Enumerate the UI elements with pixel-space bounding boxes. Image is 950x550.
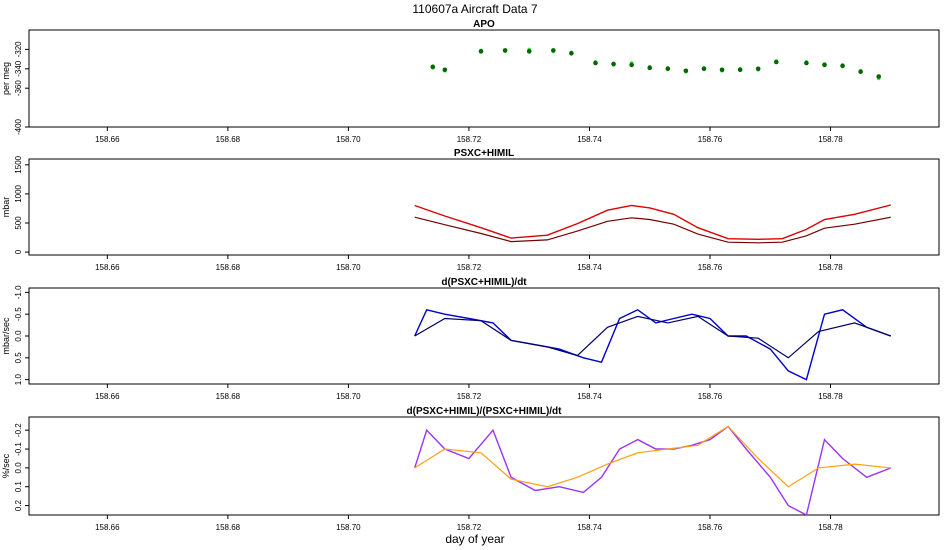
y-tick-label: 1500: [14, 155, 23, 173]
x-tick-label: 158.72: [457, 135, 482, 144]
y-tick-label: 0.5: [14, 352, 23, 364]
x-tick-label: 158.68: [216, 263, 241, 272]
plot-area: [430, 47, 882, 81]
panel-1: APO per meg 158.66 158.68 158.70 158.72 158.74…: [1, 19, 940, 144]
panel-title: APO: [473, 19, 495, 30]
data-point: [755, 66, 761, 72]
data-point: [737, 67, 743, 73]
x-tick-label: 158.78: [818, 263, 843, 272]
panel-frame: [28, 416, 940, 516]
x-tick-label: 158.76: [698, 523, 723, 532]
data-point: [569, 50, 574, 56]
x-tick-label: 158.72: [457, 523, 482, 532]
y-tick-label: 500: [14, 216, 23, 230]
x-tick-label: 158.78: [818, 523, 843, 532]
x-tick-label: 158.74: [577, 523, 602, 532]
series-line: [414, 315, 892, 359]
data-point: [442, 67, 448, 73]
y-tick-label: 1000: [14, 184, 23, 202]
x-tick-label: 158.66: [95, 135, 120, 144]
panel-y-axis-label: per meg: [1, 62, 11, 95]
plot-area: [414, 308, 892, 381]
x-tick-label: 158.66: [95, 392, 120, 401]
y-tick-label: -360: [14, 80, 23, 97]
x-tick-label: 158.76: [698, 263, 723, 272]
panel-title: d(PSXC+HIMIL)/dt: [441, 277, 527, 288]
series-line: [414, 308, 892, 381]
panel-3: d(PSXC+HIMIL)/dt mbar/sec 158.66 158.68 158.…: [1, 277, 940, 401]
data-point: [683, 68, 689, 74]
y-tick-label: -400: [14, 118, 23, 135]
data-point: [665, 66, 671, 72]
data-point: [629, 62, 634, 68]
y-tick-label: -0.1: [14, 442, 23, 456]
x-tick-label: 158.74: [577, 392, 602, 401]
x-tick-label: 158.74: [577, 263, 602, 272]
panel-y-axis-label: %/sec: [1, 453, 11, 478]
panel-2: PSXC+HIMIL mbar 158.66 158.68 158.70 158.72 15…: [1, 148, 940, 272]
data-point: [858, 69, 863, 75]
x-tick-label: 158.68: [216, 392, 241, 401]
panel-frame: [28, 287, 940, 385]
data-point: [593, 60, 598, 66]
panel-y-axis-label: mbar/sec: [1, 317, 11, 355]
data-point: [840, 63, 845, 69]
plot-area: [414, 204, 891, 244]
data-point: [719, 67, 725, 73]
x-tick-label: 158.70: [336, 263, 361, 272]
figure-title: 110607a Aircraft Data 7: [412, 2, 538, 16]
data-point: [502, 48, 508, 53]
data-point: [701, 66, 707, 72]
y-tick-label: 0.1: [14, 481, 23, 493]
data-point: [430, 64, 436, 70]
data-point: [773, 59, 779, 65]
x-tick-label: 158.78: [818, 135, 843, 144]
plot-area: [414, 425, 892, 515]
y-tick-label: 1.0: [14, 374, 23, 386]
x-tick-label: 158.76: [698, 392, 723, 401]
x-tick-label: 158.72: [457, 263, 482, 272]
x-tick-label: 158.70: [336, 392, 361, 401]
data-point: [647, 65, 653, 71]
x-tick-label: 158.72: [457, 392, 482, 401]
data-point: [526, 49, 532, 54]
data-point: [822, 62, 827, 68]
series-line: [414, 425, 891, 488]
panel-frame: [28, 29, 940, 128]
panel-4: d(PSXC+HIMIL)/(PSXC+HIMIL)/dt %/sec 158.66…: [1, 406, 940, 532]
y-tick-label: -0.2: [14, 423, 23, 437]
series-line: [414, 425, 892, 515]
x-tick-label: 158.78: [818, 392, 843, 401]
data-point: [478, 49, 484, 54]
panel-title: d(PSXC+HIMIL)/(PSXC+HIMIL)/dt: [407, 406, 563, 417]
y-tick-label: 0.2: [14, 499, 23, 511]
y-tick-label: 0: [14, 249, 23, 254]
x-tick-label: 158.70: [336, 523, 361, 532]
x-tick-label: 158.76: [698, 135, 723, 144]
panel-title: PSXC+HIMIL: [454, 148, 514, 159]
y-tick-label: 0.0: [14, 330, 23, 342]
x-tick-label: 158.68: [216, 135, 241, 144]
x-tick-label: 158.74: [577, 135, 602, 144]
x-tick-label: 158.68: [216, 523, 241, 532]
x-tick-label: 158.66: [95, 523, 120, 532]
y-tick-label: -340: [14, 60, 23, 77]
y-tick-label: -0.5: [14, 307, 23, 321]
series-line: [414, 204, 891, 241]
x-tick-label: 158.70: [336, 135, 361, 144]
data-point: [611, 61, 616, 67]
panel-frame: [28, 158, 940, 256]
y-tick-label: 0.0: [14, 462, 23, 474]
data-point: [804, 60, 809, 66]
panels: APO per meg 158.66 158.68 158.70 158.72 158.74…: [1, 19, 940, 532]
x-tick-label: 158.66: [95, 263, 120, 272]
figure-x-axis-label: day of year: [445, 532, 504, 546]
y-tick-label: -1.0: [14, 285, 23, 299]
data-point: [551, 48, 556, 53]
y-tick-label: -320: [14, 41, 23, 58]
series-line: [414, 216, 891, 244]
data-point: [876, 74, 882, 79]
panel-y-axis-label: mbar: [1, 197, 11, 218]
